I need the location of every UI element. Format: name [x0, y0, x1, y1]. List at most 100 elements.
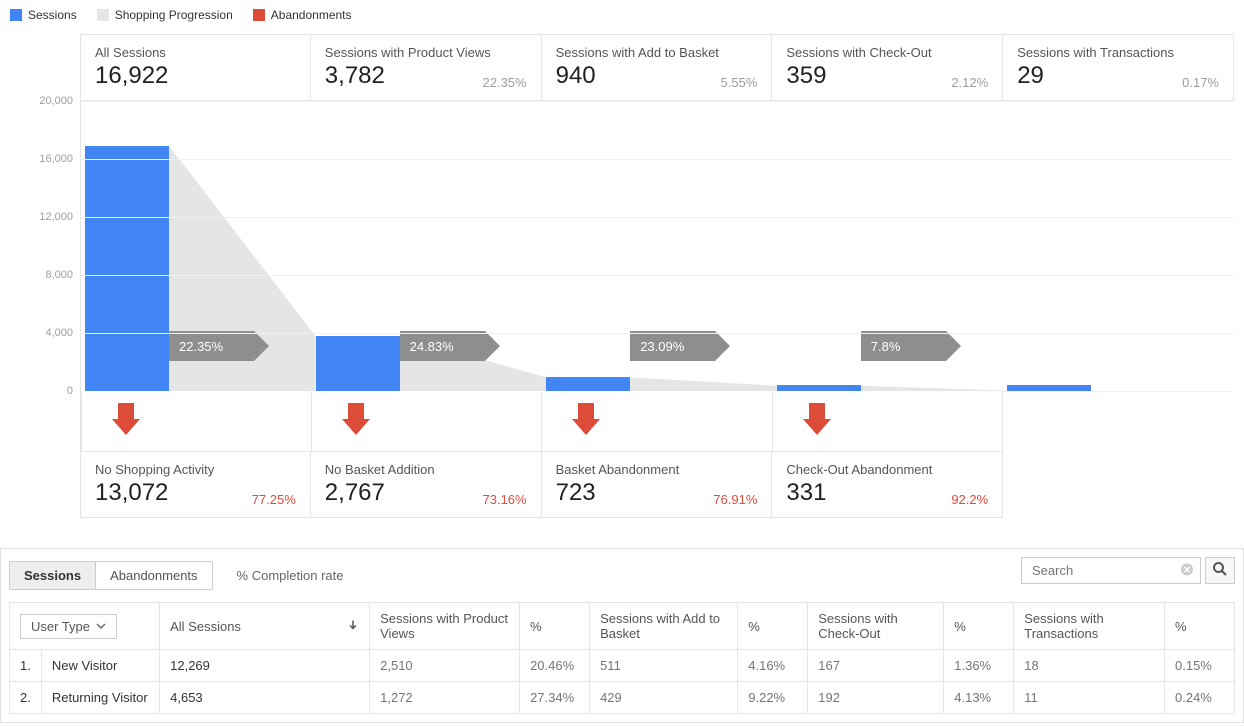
table-cell: 1,272 [370, 682, 520, 714]
bar[interactable] [546, 377, 630, 391]
table-header[interactable]: % [520, 603, 590, 650]
stage-pct: 0.17% [1182, 75, 1219, 90]
abandon-card[interactable]: No Shopping Activity13,07277.25% [80, 451, 311, 518]
bar[interactable] [316, 336, 400, 391]
search-input[interactable] [1030, 562, 1176, 579]
data-table: User Type All SessionsSessions with Prod… [9, 602, 1235, 714]
stage-label: Sessions with Transactions [1017, 45, 1219, 60]
table-cell: 4.13% [944, 682, 1014, 714]
table-cell: 2,510 [370, 650, 520, 682]
legend-label: Shopping Progression [115, 8, 233, 22]
table-cell: 192 [808, 682, 944, 714]
progress-tag: 22.35% [169, 331, 254, 361]
legend-swatch [10, 9, 22, 21]
stage-card[interactable]: All Sessions16,922 [80, 34, 311, 101]
stage-label: All Sessions [95, 45, 296, 60]
stage-pct: 2.12% [951, 75, 988, 90]
user-type-label: User Type [31, 619, 90, 634]
bar-cell: 23.09% [542, 101, 773, 391]
completion-rate-label: % Completion rate [237, 568, 344, 583]
abandon-card[interactable]: Basket Abandonment72376.91% [542, 451, 773, 518]
legend: Sessions Shopping Progression Abandonmen… [0, 0, 1244, 34]
funnel: All Sessions16,922Sessions with Product … [0, 34, 1244, 518]
table-header[interactable]: Sessions with Check-Out [808, 603, 944, 650]
drop-arrow-icon [566, 399, 606, 439]
user-type-dropdown[interactable]: User Type [20, 614, 117, 639]
legend-label: Abandonments [271, 8, 352, 22]
y-tick: 16,000 [39, 153, 73, 165]
y-tick: 20,000 [39, 95, 73, 107]
table-row[interactable]: 1.New Visitor12,2692,51020.46%5114.16%16… [10, 650, 1235, 682]
table-header[interactable]: % [1165, 603, 1235, 650]
table-header[interactable]: Sessions with Product Views [370, 603, 520, 650]
drop-arrow-icon [797, 399, 837, 439]
drop-cell [81, 391, 312, 451]
row-index: 1. [10, 650, 42, 682]
legend-label: Sessions [28, 8, 77, 22]
table-header[interactable]: % [738, 603, 808, 650]
bars-layer: 22.35% 24.83% 23.09% 7.8% [81, 101, 1234, 391]
gridline [81, 159, 1234, 160]
stage-label: Sessions with Add to Basket [556, 45, 758, 60]
y-tick: 12,000 [39, 211, 73, 223]
abandon-pct: 77.25% [252, 492, 296, 507]
abandon-label: No Shopping Activity [95, 462, 296, 477]
drop-cell-empty [1003, 391, 1234, 451]
dimension-header: User Type [10, 603, 160, 650]
stage-card[interactable]: Sessions with Check-Out3592.12% [772, 34, 1003, 101]
abandon-pct: 92.2% [951, 492, 988, 507]
clear-icon[interactable] [1180, 562, 1194, 579]
table-header[interactable]: All Sessions [160, 603, 370, 650]
table-cell: 167 [808, 650, 944, 682]
bar[interactable] [85, 146, 169, 391]
stage-card[interactable]: Sessions with Add to Basket9405.55% [542, 34, 773, 101]
table-cell: 1.36% [944, 650, 1014, 682]
abandon-card[interactable]: No Basket Addition2,76773.16% [311, 451, 542, 518]
y-tick: 8,000 [45, 269, 73, 281]
stage-row: All Sessions16,922Sessions with Product … [80, 34, 1234, 101]
table-header[interactable]: Sessions with Add to Basket [590, 603, 738, 650]
segment-buttons: Sessions Abandonments [9, 561, 213, 590]
row-index: 2. [10, 682, 42, 714]
sort-desc-icon [347, 619, 359, 634]
abandon-card[interactable]: Check-Out Abandonment33192.2% [772, 451, 1003, 518]
drop-cell [312, 391, 543, 451]
bar-cell: 7.8% [773, 101, 1004, 391]
drop-arrow-icon [336, 399, 376, 439]
search-icon [1212, 561, 1228, 577]
table-cell: 20.46% [520, 650, 590, 682]
progress-tag: 7.8% [861, 331, 946, 361]
table-header-row: User Type All SessionsSessions with Prod… [10, 603, 1235, 650]
table-header[interactable]: % [944, 603, 1014, 650]
abandon-spacer [1003, 451, 1234, 518]
tab-sessions[interactable]: Sessions [10, 562, 96, 589]
stage-card[interactable]: Sessions with Transactions290.17% [1003, 34, 1234, 101]
table-row[interactable]: 2.Returning Visitor4,6531,27227.34%4299.… [10, 682, 1235, 714]
row-name: New Visitor [41, 650, 159, 682]
table-cell: 4,653 [160, 682, 370, 714]
bar-cell: 22.35% [81, 101, 312, 391]
search-wrap [1021, 557, 1235, 584]
abandon-label: Check-Out Abandonment [786, 462, 988, 477]
table-cell: 27.34% [520, 682, 590, 714]
stage-card[interactable]: Sessions with Product Views3,78222.35% [311, 34, 542, 101]
progress-tag: 23.09% [630, 331, 715, 361]
abandon-pct: 73.16% [483, 492, 527, 507]
legend-item-sessions: Sessions [10, 8, 77, 22]
progress-tag: 24.83% [400, 331, 485, 361]
gridline [81, 275, 1234, 276]
drop-cell [773, 391, 1004, 451]
drop-arrows [81, 391, 1234, 451]
drop-cell [542, 391, 773, 451]
search-button[interactable] [1205, 557, 1235, 584]
table-header[interactable]: Sessions with Transactions [1014, 603, 1165, 650]
table-cell: 429 [590, 682, 738, 714]
table-cell: 4.16% [738, 650, 808, 682]
bar-cell [1003, 101, 1234, 391]
y-tick: 0 [67, 385, 73, 397]
tab-abandonments[interactable]: Abandonments [96, 562, 211, 589]
legend-item-abandon: Abandonments [253, 8, 352, 22]
y-axis: 20,00016,00012,0008,0004,0000 [1, 101, 81, 391]
table-cell: 0.15% [1165, 650, 1235, 682]
abandon-label: Basket Abandonment [556, 462, 758, 477]
